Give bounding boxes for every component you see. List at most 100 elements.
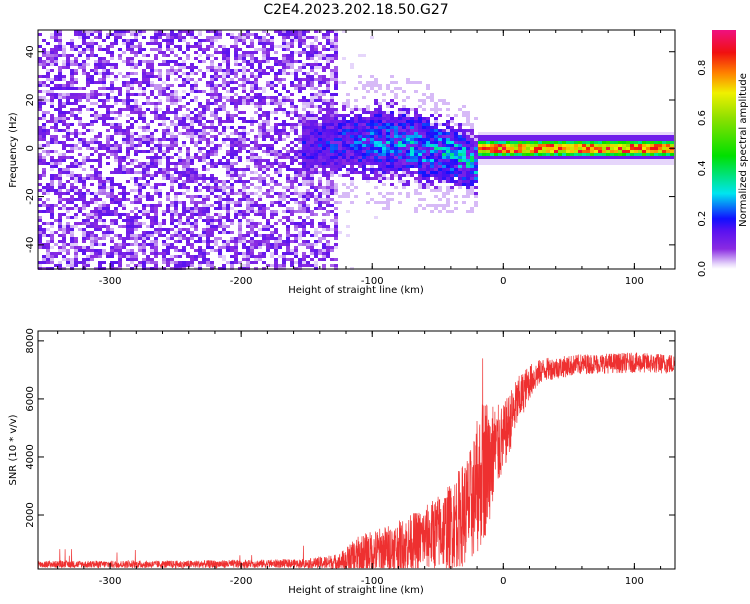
heatmap-cell	[178, 159, 182, 162]
heatmap-cell	[418, 123, 422, 126]
heatmap-cell	[66, 231, 70, 234]
heatmap-cell	[318, 117, 322, 120]
heatmap-cell	[70, 111, 74, 114]
heatmap-cell	[270, 111, 274, 114]
heatmap-cell	[126, 75, 130, 78]
heatmap-cell	[182, 174, 186, 177]
heatmap-cell	[258, 48, 262, 51]
heatmap-cell	[82, 66, 86, 69]
heatmap-cell	[142, 258, 146, 261]
heatmap-cell	[506, 153, 510, 156]
heatmap-cell	[302, 192, 306, 195]
heatmap-cell	[298, 216, 302, 219]
heatmap-cell	[174, 111, 178, 114]
heatmap-cell	[74, 93, 78, 96]
heatmap-cell	[350, 189, 354, 192]
heatmap-cell	[202, 207, 206, 210]
heatmap-cell	[110, 66, 114, 69]
heatmap-cell	[442, 135, 446, 138]
heatmap-cell	[362, 126, 366, 129]
heatmap-cell	[178, 231, 182, 234]
heatmap-cell	[162, 138, 166, 141]
heatmap-cell	[166, 96, 170, 99]
heatmap-cell	[334, 39, 338, 42]
heatmap-cell	[210, 84, 214, 87]
heatmap-cell	[430, 189, 434, 192]
heatmap-cell	[242, 78, 246, 81]
heatmap-cell	[470, 153, 474, 156]
heatmap-cell	[330, 57, 334, 60]
heatmap-cell	[438, 186, 442, 189]
heatmap-cell	[550, 138, 554, 141]
heatmap-cell	[110, 189, 114, 192]
heatmap-cell	[194, 258, 198, 261]
heatmap-cell	[134, 72, 138, 75]
heatmap-cell	[170, 93, 174, 96]
heatmap-cell	[406, 162, 410, 165]
heatmap-cell	[178, 63, 182, 66]
heatmap-cell	[314, 48, 318, 51]
heatmap-cell	[194, 201, 198, 204]
heatmap-cell	[330, 78, 334, 81]
heatmap-cell	[198, 183, 202, 186]
heatmap-cell	[194, 204, 198, 207]
heatmap-cell	[482, 153, 486, 156]
heatmap-cell	[46, 162, 50, 165]
heatmap-cell	[90, 153, 94, 156]
heatmap-cell	[206, 222, 210, 225]
heatmap-cell	[70, 96, 74, 99]
heatmap-cell	[258, 126, 262, 129]
heatmap-cell	[510, 135, 514, 138]
heatmap-cell	[402, 186, 406, 189]
heatmap-cell	[430, 159, 434, 162]
heatmap-cell	[318, 108, 322, 111]
heatmap-cell	[550, 156, 554, 159]
heatmap-cell	[330, 165, 334, 168]
heatmap-cell	[482, 132, 486, 135]
heatmap-cell	[154, 243, 158, 246]
heatmap-cell	[298, 66, 302, 69]
heatmap-cell	[286, 228, 290, 231]
heatmap-cell	[314, 198, 318, 201]
heatmap-cell	[262, 132, 266, 135]
heatmap-cell	[182, 222, 186, 225]
heatmap-cell	[62, 129, 66, 132]
heatmap-cell	[194, 207, 198, 210]
heatmap-cell	[62, 186, 66, 189]
heatmap-cell	[90, 159, 94, 162]
heatmap-cell	[58, 207, 62, 210]
heatmap-cell	[242, 54, 246, 57]
heatmap-cell	[242, 36, 246, 39]
heatmap-cell	[362, 138, 366, 141]
heatmap-cell	[182, 261, 186, 264]
heatmap-cell	[250, 210, 254, 213]
heatmap-cell	[70, 198, 74, 201]
heatmap-cell	[62, 249, 66, 252]
heatmap-cell	[318, 57, 322, 60]
heatmap-cell	[122, 138, 126, 141]
heatmap-cell	[342, 156, 346, 159]
heatmap-cell	[282, 162, 286, 165]
heatmap-cell	[394, 186, 398, 189]
heatmap-cell	[210, 96, 214, 99]
heatmap-cell	[366, 123, 370, 126]
heatmap-cell	[186, 33, 190, 36]
heatmap-cell	[70, 171, 74, 174]
heatmap-cell	[78, 261, 82, 264]
heatmap-cell	[398, 165, 402, 168]
heatmap-cell	[250, 147, 254, 150]
heatmap-cell	[378, 141, 382, 144]
heatmap-cell	[318, 111, 322, 114]
heatmap-cell	[206, 225, 210, 228]
heatmap-cell	[134, 147, 138, 150]
heatmap-cell	[230, 198, 234, 201]
heatmap-cell	[142, 210, 146, 213]
heatmap-cell	[274, 243, 278, 246]
heatmap-cell	[558, 132, 562, 135]
heatmap-cell	[246, 213, 250, 216]
heatmap-cell	[134, 213, 138, 216]
heatmap-cell	[206, 177, 210, 180]
heatmap-cell	[126, 162, 130, 165]
heatmap-cell	[210, 174, 214, 177]
heatmap-cell	[574, 159, 578, 162]
